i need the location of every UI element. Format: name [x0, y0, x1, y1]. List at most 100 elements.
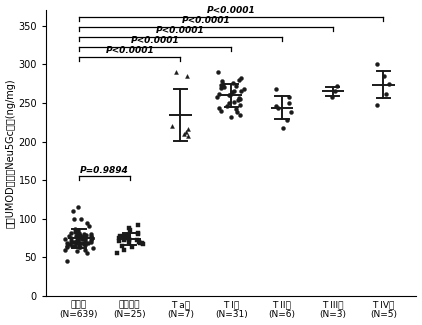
Point [386, 81, 392, 86]
Point [125, 226, 132, 231]
Point [121, 238, 128, 243]
Point [173, 70, 180, 75]
Point [76, 233, 83, 238]
Point [214, 94, 221, 99]
Point [116, 235, 123, 240]
Point [230, 80, 237, 85]
Point [62, 236, 69, 241]
Text: P<0.0001: P<0.0001 [207, 6, 256, 15]
Point [238, 75, 245, 80]
Point [236, 77, 243, 83]
Point [74, 238, 81, 243]
Point [82, 240, 89, 245]
Point [134, 232, 141, 237]
Point [83, 232, 89, 238]
Point [75, 228, 82, 233]
Point [229, 90, 236, 95]
Point [78, 236, 85, 241]
Point [219, 79, 225, 84]
Point [62, 247, 68, 252]
Point [124, 233, 131, 238]
Point [121, 247, 128, 252]
Point [185, 126, 192, 131]
Point [233, 84, 239, 89]
Point [81, 233, 87, 238]
Point [76, 242, 82, 248]
Point [332, 88, 339, 93]
Point [114, 251, 120, 256]
Point [116, 239, 123, 244]
Point [284, 117, 291, 123]
Point [81, 238, 88, 243]
Point [76, 244, 82, 249]
Point [119, 243, 126, 248]
Text: P<0.0001: P<0.0001 [106, 46, 154, 55]
Point [88, 235, 95, 240]
Text: P<0.0001: P<0.0001 [156, 26, 205, 35]
Point [226, 100, 233, 106]
Point [383, 91, 390, 97]
Point [237, 97, 244, 102]
Point [214, 70, 221, 75]
Point [227, 114, 234, 120]
Point [74, 249, 81, 254]
Point [77, 245, 84, 250]
Point [231, 99, 238, 104]
Point [184, 134, 191, 139]
Point [133, 237, 140, 242]
Point [77, 235, 84, 240]
Point [169, 124, 176, 129]
Point [82, 235, 89, 240]
Point [76, 232, 83, 238]
Point [274, 106, 281, 111]
Point [87, 239, 94, 244]
Point [76, 230, 82, 235]
Point [286, 94, 293, 99]
Point [217, 82, 224, 87]
Point [117, 233, 124, 238]
Point [285, 100, 292, 106]
Point [122, 235, 128, 240]
Point [81, 242, 88, 248]
Point [237, 88, 244, 93]
Point [231, 89, 238, 94]
Point [89, 235, 95, 240]
Point [67, 231, 74, 236]
Point [218, 108, 225, 113]
Point [73, 239, 80, 244]
Point [68, 239, 74, 244]
Point [216, 105, 222, 110]
Point [81, 241, 87, 247]
Point [134, 222, 141, 227]
Point [279, 125, 286, 130]
Point [69, 208, 76, 214]
Point [135, 230, 141, 235]
Point [87, 232, 94, 237]
Point [287, 110, 294, 115]
Point [227, 92, 233, 97]
Point [65, 233, 72, 238]
Point [122, 235, 129, 240]
Point [127, 228, 134, 233]
Point [70, 239, 76, 244]
Point [129, 245, 136, 250]
Point [121, 234, 127, 239]
Point [70, 216, 77, 221]
Point [183, 129, 189, 134]
Point [78, 216, 84, 221]
Point [89, 245, 96, 251]
Point [333, 84, 340, 89]
Point [381, 73, 388, 79]
Point [72, 241, 79, 246]
Point [64, 245, 71, 250]
Point [241, 86, 247, 92]
Point [73, 233, 80, 238]
Point [69, 243, 76, 248]
Point [220, 81, 227, 86]
Point [73, 237, 80, 242]
Point [126, 236, 133, 241]
Point [234, 98, 241, 103]
Point [63, 243, 70, 248]
Point [125, 237, 132, 242]
Point [74, 238, 81, 243]
